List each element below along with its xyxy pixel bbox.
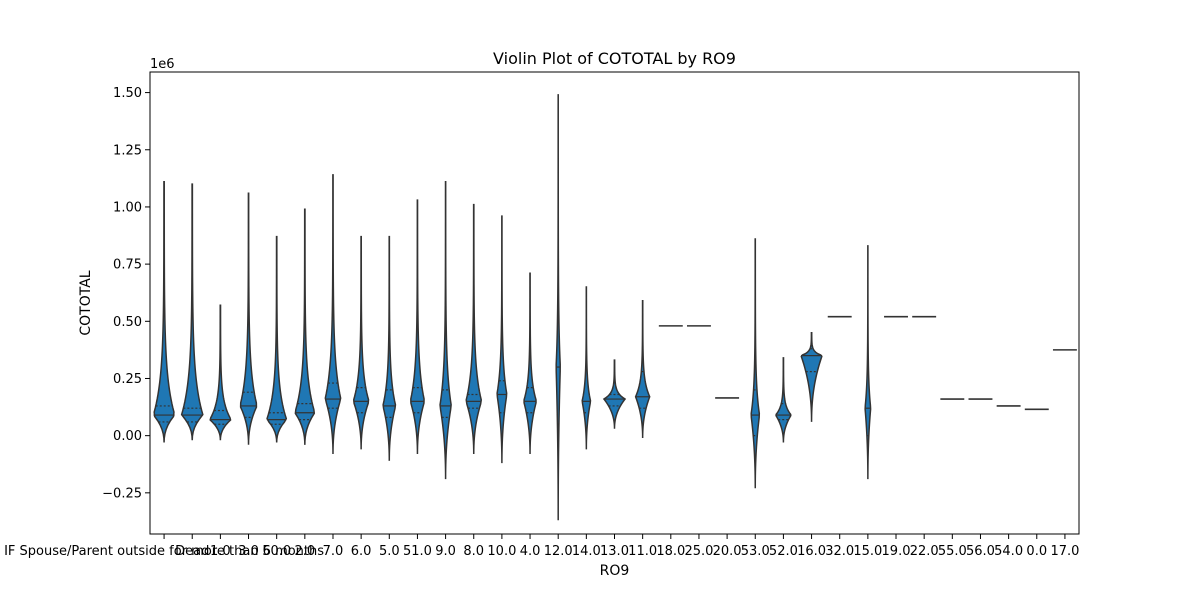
violin-body [266,235,288,443]
violin-5.0 [382,235,397,461]
violin-16.0 [800,331,823,422]
violin-11.0 [634,299,651,438]
y-tick-label: 0.75 [113,258,142,273]
y-tick-label: 1.50 [113,86,142,101]
x-tick-label: 13.0 [600,544,629,559]
violin-body [324,174,342,454]
violin-body [239,192,258,445]
violin-body [180,183,204,441]
violin-body [382,235,397,461]
violin-body [294,208,316,445]
x-tick-label: 32.0 [825,544,854,559]
x-tick-label: 54.0 [994,544,1023,559]
x-axis: IF Spouse/Parent outside for more than 6… [4,534,1079,559]
x-tick-label: 25.0 [684,544,713,559]
violin-body [634,299,651,438]
x-tick-label: 1.0 [210,544,231,559]
x-tick-label: Dead [175,544,209,559]
violin-51.0 [410,199,425,454]
violin-body [410,199,425,454]
x-tick-label: 7.0 [323,544,344,559]
y-axis-label: COTOTAL [78,270,94,335]
violin-1.0 [209,304,232,441]
plot-frame [149,71,1080,535]
x-tick-label: 2.0 [294,544,315,559]
violin-body [439,181,452,480]
y-scale-label: 1e6 [150,57,175,72]
violin-50.0 [266,235,288,443]
violin-3.0 [239,192,258,445]
chart-title: Violin Plot of COTOTAL by RO9 [493,49,736,68]
y-tick-label: 0.00 [113,429,142,444]
x-tick-label: 16.0 [797,544,826,559]
x-tick-label: 19.0 [882,544,911,559]
violin-15.0 [864,245,872,480]
x-tick-label: 3.0 [238,544,259,559]
y-tick-label: 0.50 [113,315,142,330]
violin-Dead [180,183,204,441]
violin-2.0 [294,208,316,445]
x-tick-label: 0.0 [1026,544,1047,559]
violin-body [352,235,370,450]
x-tick-label: 12.0 [544,544,573,559]
violin-body [209,304,232,441]
x-axis-label: RO9 [600,563,630,579]
x-tick-label: 14.0 [572,544,601,559]
violin-9.0 [439,181,452,480]
x-tick-label: 18.0 [656,544,685,559]
violin-body [864,245,872,480]
violin-body [496,215,508,464]
violin-body [750,238,761,489]
x-tick-label: 56.0 [966,544,995,559]
x-tick-label: 8.0 [463,544,484,559]
x-tick-label: 11.0 [628,544,657,559]
x-tick-label: 50.0 [262,544,291,559]
x-tick-label: 6.0 [351,544,372,559]
violin-8.0 [465,203,483,454]
x-tick-label: IF Spouse/Parent outside for more than 6… [4,544,324,559]
x-tick-label: 17.0 [1050,544,1079,559]
violin-7.0 [324,174,342,454]
violin-6.0 [352,235,370,450]
x-tick-label: 51.0 [403,544,432,559]
x-tick-label: 22.0 [910,544,939,559]
violin-4.0 [523,272,537,454]
violin-body [465,203,483,454]
violin-14.0 [581,286,592,450]
violin-12.0 [555,94,561,521]
violin-52.0 [775,357,792,443]
x-tick-label: 4.0 [520,544,541,559]
x-tick-label: 55.0 [938,544,967,559]
y-tick-label: 1.25 [113,143,142,158]
violins-layer [153,94,1077,521]
violin-13.0 [602,359,627,429]
violin-IF-Spouse-Parent-outside-for-more-than-6-months [153,181,175,443]
x-tick-label: 53.0 [741,544,770,559]
x-tick-label: 10.0 [487,544,516,559]
x-tick-label: 20.0 [713,544,742,559]
x-tick-label: 9.0 [435,544,456,559]
x-tick-label: 5.0 [379,544,400,559]
violin-53.0 [750,238,761,489]
x-tick-label: 52.0 [769,544,798,559]
violin-body [581,286,592,450]
violin-body [555,94,561,521]
x-tick-label: 15.0 [853,544,882,559]
y-axis: −0.25 0.00 0.25 0.50 0.75 1.00 1.25 1.50 [102,86,150,501]
violin-body [523,272,537,454]
violin-body [153,181,175,443]
violin-body [775,357,792,443]
y-tick-label: −0.25 [102,486,142,501]
y-tick-label: 1.00 [113,200,142,215]
y-tick-label: 0.25 [113,372,142,387]
violin-10.0 [496,215,508,464]
